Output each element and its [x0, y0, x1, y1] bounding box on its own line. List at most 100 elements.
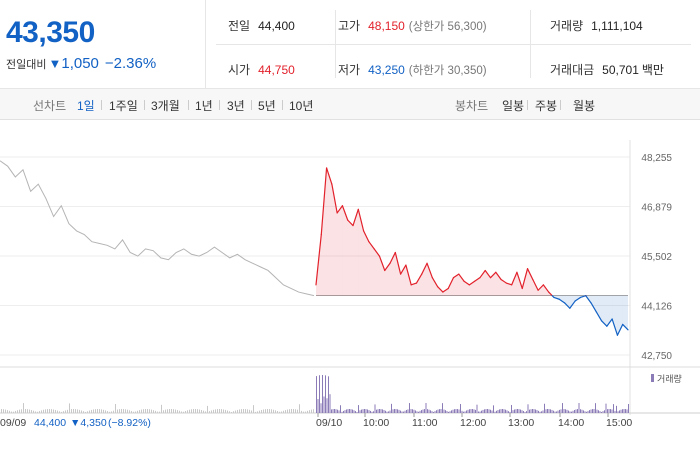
volume-bar	[607, 409, 608, 413]
volume-bar	[377, 409, 379, 413]
up-area	[453, 274, 459, 296]
volume-bar	[404, 410, 406, 413]
down-line-segment	[585, 295, 592, 304]
volume-bar	[364, 409, 365, 413]
volume-bar	[493, 405, 494, 413]
quote-header: 43,350 전일대비 ▼ 1,050 −2.36% 전일 44,400 고가 …	[0, 0, 700, 89]
volume-bar	[434, 411, 436, 413]
prev-volume-bar	[267, 409, 268, 413]
volume-bar	[428, 409, 430, 413]
volume-bar	[610, 409, 611, 413]
prev-volume-bar	[93, 409, 94, 413]
prev-volume-bar	[299, 404, 300, 413]
today-series	[315, 167, 629, 336]
volume-bar	[355, 411, 356, 413]
volume-bar	[331, 409, 332, 413]
prev-volume-bar	[143, 409, 144, 413]
up-line-segment	[341, 205, 349, 221]
tab-monthly[interactable]: 월봉	[573, 99, 596, 113]
prev-volume-bar	[241, 409, 242, 413]
tab-1day[interactable]: 1일	[77, 99, 95, 113]
volume-bar	[323, 396, 325, 413]
tab-1year[interactable]: 1년	[195, 99, 213, 113]
volume-bar	[448, 411, 449, 413]
up-line-segment	[320, 167, 328, 236]
up-area	[384, 263, 391, 296]
volume-bar	[506, 410, 508, 413]
volume-bar	[499, 409, 500, 413]
tab-10year[interactable]: 10년	[289, 99, 314, 113]
up-line-segment	[489, 271, 497, 279]
up-area	[331, 184, 338, 296]
prev-volume-bar	[81, 410, 82, 413]
up-area	[358, 209, 364, 296]
tab-5year[interactable]: 5년	[258, 99, 276, 113]
volume-bar	[412, 409, 413, 413]
volume-bar	[466, 410, 467, 413]
stat-value: 48,150	[368, 18, 405, 33]
prev-volume-bar	[109, 411, 110, 413]
prev-volume-bar	[155, 410, 156, 413]
prev-volume-bar	[61, 411, 62, 413]
volume-bar	[491, 410, 493, 413]
up-area	[379, 256, 385, 296]
x-tick-label: 14:00	[558, 417, 584, 429]
up-area	[527, 268, 533, 296]
stat-label: 고가	[338, 19, 361, 33]
down-line-segment	[616, 323, 624, 336]
prev-volume-bar	[49, 409, 50, 413]
prev-volume-bar	[153, 410, 154, 413]
prev-volume-bar	[171, 409, 172, 413]
prev-volume-bar	[103, 409, 104, 413]
volume-bar	[379, 409, 380, 413]
change-label: 전일대비	[6, 58, 47, 71]
stat-high: 고가 48,150 (상한가 56,300)	[338, 17, 487, 34]
down-area	[559, 295, 565, 303]
tab-3year[interactable]: 3년	[227, 99, 245, 113]
up-line-segment	[484, 269, 492, 279]
volume-bar	[551, 409, 553, 413]
volume-bar	[580, 409, 581, 413]
stat-sub: (상한가 56,300)	[408, 20, 487, 33]
tab-1week[interactable]: 1주일	[109, 99, 138, 113]
volume-bar	[395, 409, 397, 413]
volume-bar	[611, 409, 613, 413]
down-area	[617, 295, 623, 336]
up-line-segment	[474, 277, 481, 282]
prev-volume-bar	[39, 411, 40, 413]
volume-bar	[370, 410, 371, 413]
up-area	[501, 279, 507, 296]
tab-daily[interactable]: 일봉	[502, 99, 525, 113]
volume-bar	[406, 409, 407, 413]
volume-bar	[326, 398, 328, 413]
divider	[216, 44, 691, 45]
prev-volume-bar	[313, 409, 314, 413]
volume-bar	[346, 409, 347, 413]
volume-bar	[490, 409, 491, 413]
up-area	[342, 205, 348, 296]
chart-tabs: 선차트 1일 1주일 3개월 1년 3년 5년 10년 봉차트 일봉 주봉 월봉	[0, 89, 700, 120]
up-line-segment	[537, 284, 544, 291]
volume-bar	[397, 409, 398, 413]
prev-volume-bar	[185, 410, 186, 413]
volume-bar	[568, 410, 569, 413]
prev-volume-bar	[255, 411, 256, 413]
prev-volume-bar	[277, 411, 278, 413]
x-tick-label: 09/09	[0, 417, 26, 429]
volume-bar	[389, 410, 391, 413]
x-tick-label: 13:00	[508, 417, 534, 429]
up-line-segment	[357, 208, 365, 232]
prev-volume-bar	[119, 409, 120, 413]
tab-3month[interactable]: 3개월	[151, 99, 180, 113]
volume-bar	[446, 410, 448, 413]
volume-bar	[362, 409, 364, 413]
up-area	[347, 220, 354, 296]
volume-bar	[502, 409, 503, 413]
volume-bar	[409, 403, 410, 413]
prev-volume-bar	[245, 409, 246, 413]
volume-bar	[488, 409, 490, 413]
tab-weekly[interactable]: 주봉	[535, 99, 558, 113]
volume-bar	[439, 409, 440, 413]
up-area	[405, 265, 412, 296]
up-line-segment	[447, 277, 455, 290]
